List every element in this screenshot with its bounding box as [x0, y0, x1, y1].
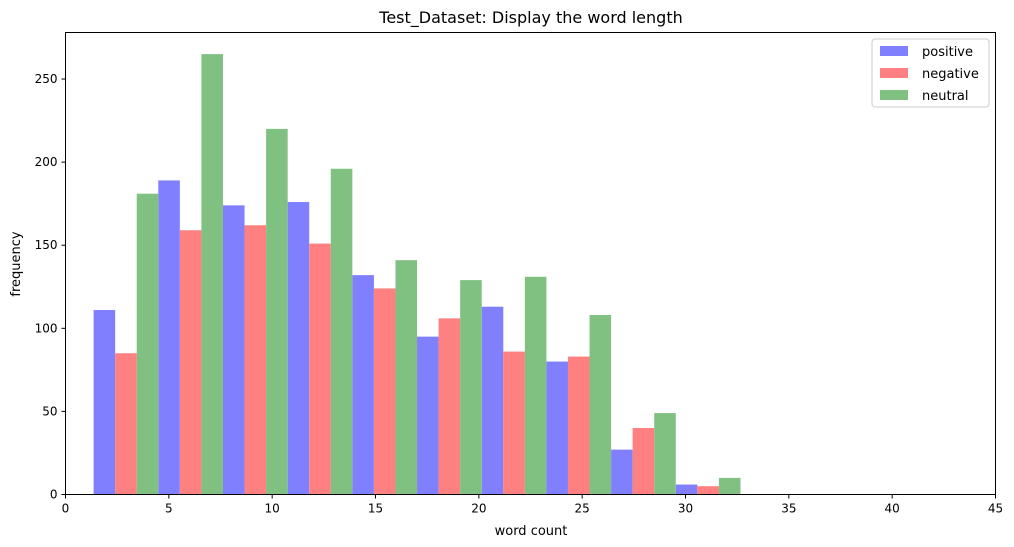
y-tick-label: 100	[35, 321, 58, 335]
chart-title: Test_Dataset: Display the word length	[378, 8, 682, 28]
x-tick-label: 0	[62, 502, 70, 516]
bar-positive-6	[481, 306, 504, 495]
bar-negative-4	[373, 288, 396, 495]
legend-label-negative: negative	[922, 67, 979, 82]
x-axis-ticks: 0 5 10 15 20 25 30 35 40 45	[62, 494, 1003, 516]
x-tick-label: 45	[988, 502, 1003, 516]
y-axis-ticks: 0 50 100 150 200 250	[35, 72, 66, 502]
y-tick-label: 200	[35, 155, 58, 169]
x-tick-label: 25	[575, 502, 590, 516]
bar-neutral-2	[266, 128, 288, 495]
bar-neutral-3	[330, 168, 353, 495]
bar-neutral-4	[395, 260, 418, 495]
bar-negative-3	[309, 243, 331, 495]
legend: positive negative neutral	[871, 38, 990, 108]
y-tick-label: 50	[42, 404, 57, 418]
y-axis-label: frequency	[9, 231, 24, 297]
bar-neutral-8	[654, 413, 676, 495]
bar-positive-2	[222, 205, 245, 495]
bar-neutral-1	[201, 54, 223, 495]
bar-positive-3	[287, 202, 310, 495]
bar-positive-9	[675, 484, 698, 495]
plot-frame	[65, 32, 996, 495]
x-tick-label: 30	[678, 502, 693, 516]
x-tick-label: 15	[368, 502, 383, 516]
bar-negative-7	[567, 356, 590, 495]
bar-negative-8	[632, 428, 655, 495]
bar-neutral-9	[718, 477, 741, 495]
x-tick-label: 20	[471, 502, 486, 516]
bar-positive-4	[352, 275, 374, 495]
bar-neutral-6	[524, 276, 547, 495]
bar-neutral-5	[460, 280, 482, 495]
bar-neutral-0	[136, 193, 159, 495]
bar-negative-0	[115, 353, 137, 495]
legend-swatch-positive	[880, 46, 908, 56]
bar-positive-1	[158, 180, 180, 495]
bar-negative-5	[438, 318, 461, 495]
x-tick-label: 35	[781, 502, 796, 516]
y-tick-label: 150	[35, 238, 58, 252]
bar-positive-7	[546, 361, 568, 495]
x-axis-label: word count	[495, 524, 568, 539]
y-tick-label: 0	[50, 488, 58, 502]
bar-negative-1	[179, 230, 202, 495]
x-tick-label: 5	[165, 502, 173, 516]
bar-positive-0	[93, 310, 116, 495]
bar-positive-5	[417, 336, 439, 495]
bar-negative-9	[697, 486, 719, 495]
bars-group	[93, 54, 741, 495]
y-tick-label: 250	[35, 72, 58, 86]
bar-neutral-7	[589, 315, 612, 495]
bar-negative-2	[244, 225, 267, 495]
legend-label-neutral: neutral	[922, 89, 969, 104]
bar-positive-8	[611, 449, 633, 495]
legend-label-positive: positive	[922, 45, 973, 60]
x-tick-label: 10	[265, 502, 280, 516]
legend-swatch-neutral	[880, 90, 908, 100]
bar-negative-6	[503, 351, 525, 495]
legend-swatch-negative	[880, 68, 908, 78]
x-tick-label: 40	[885, 502, 900, 516]
